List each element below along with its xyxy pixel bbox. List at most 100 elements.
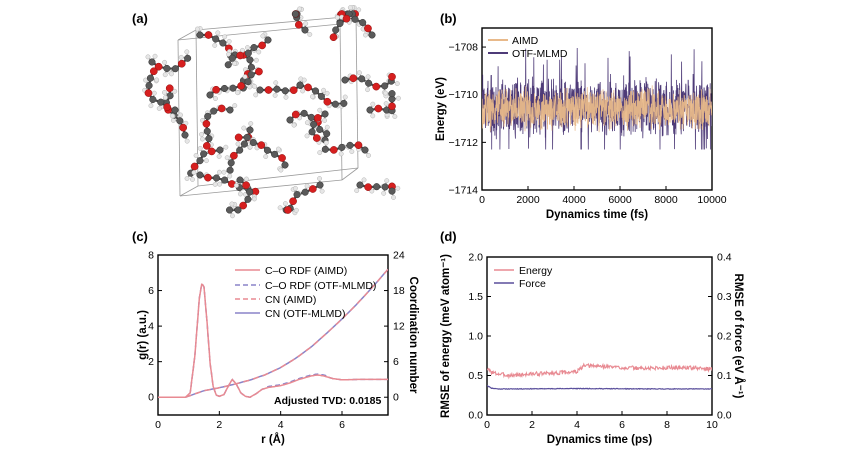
hydrogen-atom [190, 176, 195, 182]
carbon-atom [356, 181, 364, 189]
legend-label: Energy [519, 265, 553, 277]
y-tick-label: 0.5 [468, 370, 483, 382]
oxygen-atom [349, 74, 358, 83]
carbon-atom [225, 206, 234, 214]
carbon-atom [381, 183, 389, 191]
hydrogen-atom [317, 176, 323, 181]
hydrogen-atom [310, 94, 315, 100]
oxygen-atom [204, 173, 212, 182]
hydrogen-atom [242, 74, 248, 80]
carbon-atom [336, 19, 344, 28]
carbon-atom [316, 125, 324, 133]
oxygen-atom [255, 67, 263, 76]
hydrogen-atom [151, 90, 157, 96]
x-tick-label: 4000 [562, 194, 586, 206]
oxygen-atom [230, 151, 238, 160]
hydrogen-atom [304, 120, 310, 126]
carbon-atom [200, 150, 208, 158]
hydrogen-atom [169, 113, 175, 119]
hydrogen-atom [304, 183, 310, 189]
carbon-atom [220, 84, 229, 93]
carbon-atom [203, 127, 211, 135]
y2-tick-label: 24 [393, 250, 405, 262]
series-energy-line [487, 362, 712, 380]
carbon-atom [293, 191, 301, 199]
carbon-atom [301, 188, 309, 196]
oxygen-atom [289, 86, 298, 95]
oxygen-atom [207, 147, 216, 156]
carbon-atom [368, 31, 376, 39]
carbon-atom [373, 183, 381, 191]
carbon-atom [381, 82, 389, 90]
x-tick-label: 4 [574, 419, 580, 431]
carbon-atom [346, 141, 354, 149]
carbon-atom [234, 206, 242, 214]
oxygen-atom [217, 104, 226, 113]
hydrogen-atom [321, 87, 327, 93]
hydrogen-atom [154, 77, 160, 83]
box-edge [195, 15, 357, 31]
carbon-atom [246, 188, 254, 196]
carbon-atom [247, 71, 255, 79]
carbon-atom [281, 87, 289, 95]
molecule-atoms [142, 5, 401, 219]
y2-tick-label: 18 [393, 285, 405, 297]
oxygen-atom [329, 33, 338, 42]
legend-label: C–O RDF (OTF-MLMD) [265, 280, 376, 292]
hydrogen-atom [229, 201, 235, 207]
carbon-atom [226, 106, 234, 114]
y2-tick-label: 6 [393, 356, 399, 368]
hydrogen-atom [356, 7, 362, 13]
carbon-atom [163, 64, 171, 72]
hydrogen-atom [354, 188, 360, 194]
oxygen-atom [308, 185, 317, 193]
hydrogen-atom [235, 141, 241, 147]
hydrogen-atom [226, 51, 231, 57]
panel-label-c: (c) [132, 229, 148, 244]
carbon-atom [229, 84, 237, 92]
hydrogen-atom [366, 153, 371, 158]
carbon-atom [228, 54, 236, 62]
hydrogen-atom [365, 74, 371, 80]
carbon-atom [300, 109, 308, 117]
x-tick-label: 8 [664, 419, 670, 431]
hydrogen-atom [168, 71, 174, 77]
hydrogen-atom [245, 45, 250, 51]
x-axis-label: Dynamics time (fs) [546, 209, 648, 221]
carbon-atom [148, 58, 156, 66]
hydrogen-atom [324, 90, 330, 96]
hydrogen-atom [395, 185, 401, 191]
oxygen-atom [179, 123, 188, 132]
oxygen-atom [264, 86, 273, 94]
hydrogen-atom [235, 90, 241, 96]
y-tick-label: 6 [148, 285, 154, 297]
carbon-atom [212, 174, 220, 182]
y-tick-label: 8 [148, 250, 154, 262]
hydrogen-atom [322, 118, 328, 123]
carbon-atom [244, 195, 252, 203]
carbon-atom [316, 181, 324, 189]
hydrogen-atom [222, 34, 228, 40]
x-tick-label: 4 [278, 419, 284, 431]
panel-label-d: (d) [440, 229, 457, 244]
carbon-atom [358, 75, 366, 83]
rdf-traces [158, 268, 388, 398]
molecular-structure [142, 5, 401, 219]
box-edge [197, 167, 359, 187]
carbon-atom [263, 146, 272, 154]
carbon-atom [226, 166, 234, 174]
carbon-atom [219, 39, 227, 47]
carbon-atom [388, 90, 396, 98]
carbon-atom [171, 106, 179, 114]
oxygen-atom [354, 141, 363, 150]
x-axis-label: r (Å) [261, 433, 285, 446]
oxygen-atom [388, 102, 396, 111]
hydrogen-atom [213, 96, 218, 101]
hydrogen-atom [392, 114, 398, 119]
panel-label-b: (b) [440, 11, 457, 26]
hydrogen-atom [178, 54, 184, 60]
oxygen-atom [237, 82, 245, 90]
carbon-atom [301, 26, 309, 34]
